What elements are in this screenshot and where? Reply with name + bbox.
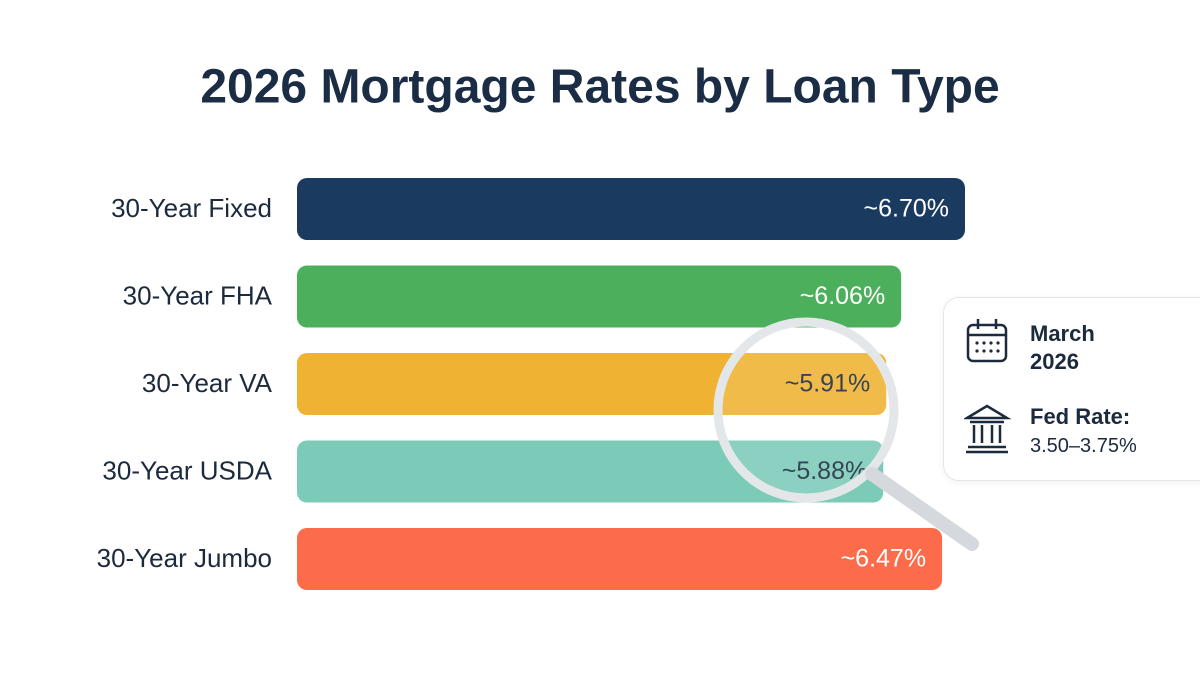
bar [297, 178, 965, 240]
value-label: ~6.70% [864, 195, 950, 223]
calendar-dots [975, 341, 1000, 353]
category-label: 30-Year VA [142, 368, 273, 398]
category-label: 30-Year Jumbo [97, 543, 272, 573]
value-label: ~6.06% [800, 282, 886, 310]
value-label: ~5.88% [782, 457, 868, 485]
panel-icons [964, 319, 1012, 454]
value-label: ~5.91% [785, 370, 871, 398]
category-label: 30-Year FHA [123, 280, 273, 310]
bank-icon [964, 404, 1012, 454]
info-rate-label: Fed Rate: [1030, 404, 1131, 429]
chart-title: 2026 Mortgage Rates by Loan Type [200, 61, 999, 114]
category-label: 30-Year Fixed [111, 193, 272, 223]
value-label: ~6.47% [841, 545, 927, 573]
bars: 30-Year Fixed ~6.70% 30-Year FHA ~6.06% 30-Y… [97, 178, 965, 590]
calendar-icon [966, 319, 1008, 363]
bar [297, 528, 943, 590]
info-rate-value: 3.50–3.75% [1030, 435, 1137, 457]
bar [297, 265, 902, 328]
info-panel: March 2026 Fed Rate: 3.50–3.75% [943, 297, 1200, 481]
info-date: March 2026 [1030, 321, 1095, 374]
category-label: 30-Year USDA [102, 455, 272, 485]
